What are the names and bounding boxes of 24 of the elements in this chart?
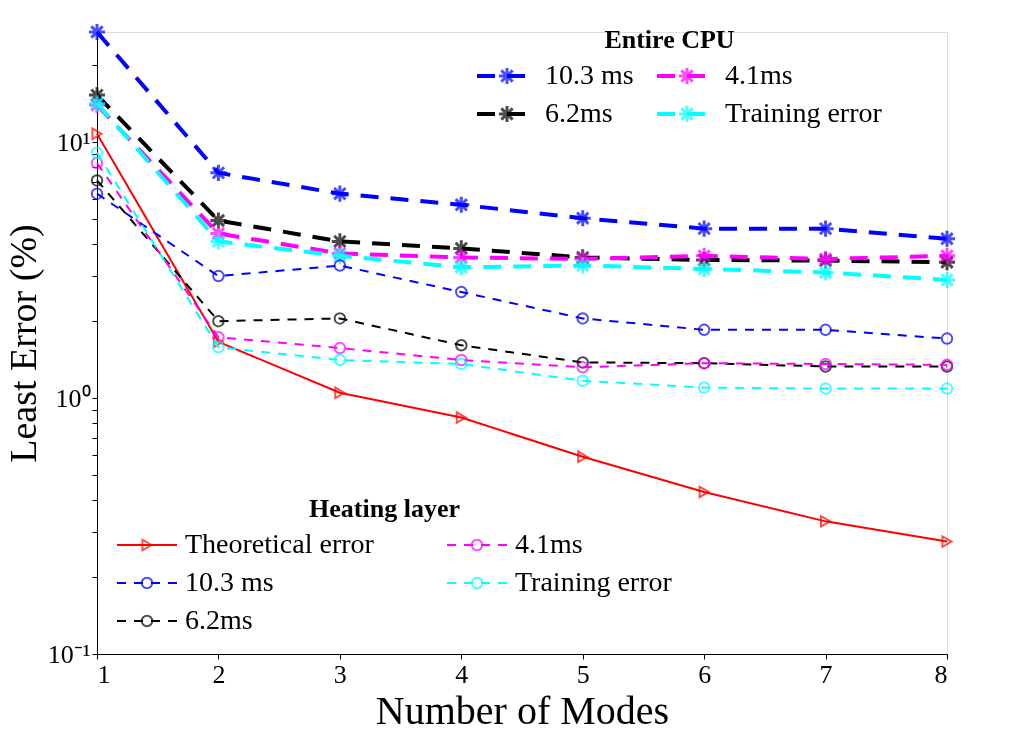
- x-tick-label: 2: [212, 659, 226, 689]
- legend-label: Training error: [725, 97, 883, 128]
- legend-label: Training error: [515, 566, 673, 597]
- x-tick-label: 1: [97, 659, 111, 689]
- legend-label: 6.2ms: [545, 97, 613, 128]
- text: Entire CPU: [604, 25, 735, 54]
- y-tick-label: 10¹: [56, 127, 91, 157]
- y-tick-label: 10⁻¹: [47, 639, 91, 669]
- x-tick-label: 7: [819, 659, 833, 689]
- legend-label: 4.1ms: [725, 59, 793, 90]
- x-tick-label: 5: [576, 659, 590, 689]
- legend-label: 4.1ms: [515, 528, 583, 559]
- legend-label: 10.3 ms: [185, 566, 274, 597]
- legend-label: 10.3 ms: [545, 59, 634, 90]
- x-tick-label: 3: [333, 659, 347, 689]
- x-tick-label: 6: [698, 659, 712, 689]
- y-tick-label: 10⁰: [55, 383, 91, 413]
- x-tick-label: 4: [455, 659, 469, 689]
- text: Heating layer: [309, 494, 460, 523]
- x-axis-title: Number of Modes: [375, 687, 670, 733]
- x-tick-label: 8: [934, 659, 948, 689]
- legend-label: Theoretical error: [185, 528, 375, 559]
- legend-label: 6.2ms: [185, 604, 253, 635]
- y-axis-title: Least Error (%): [1, 224, 45, 463]
